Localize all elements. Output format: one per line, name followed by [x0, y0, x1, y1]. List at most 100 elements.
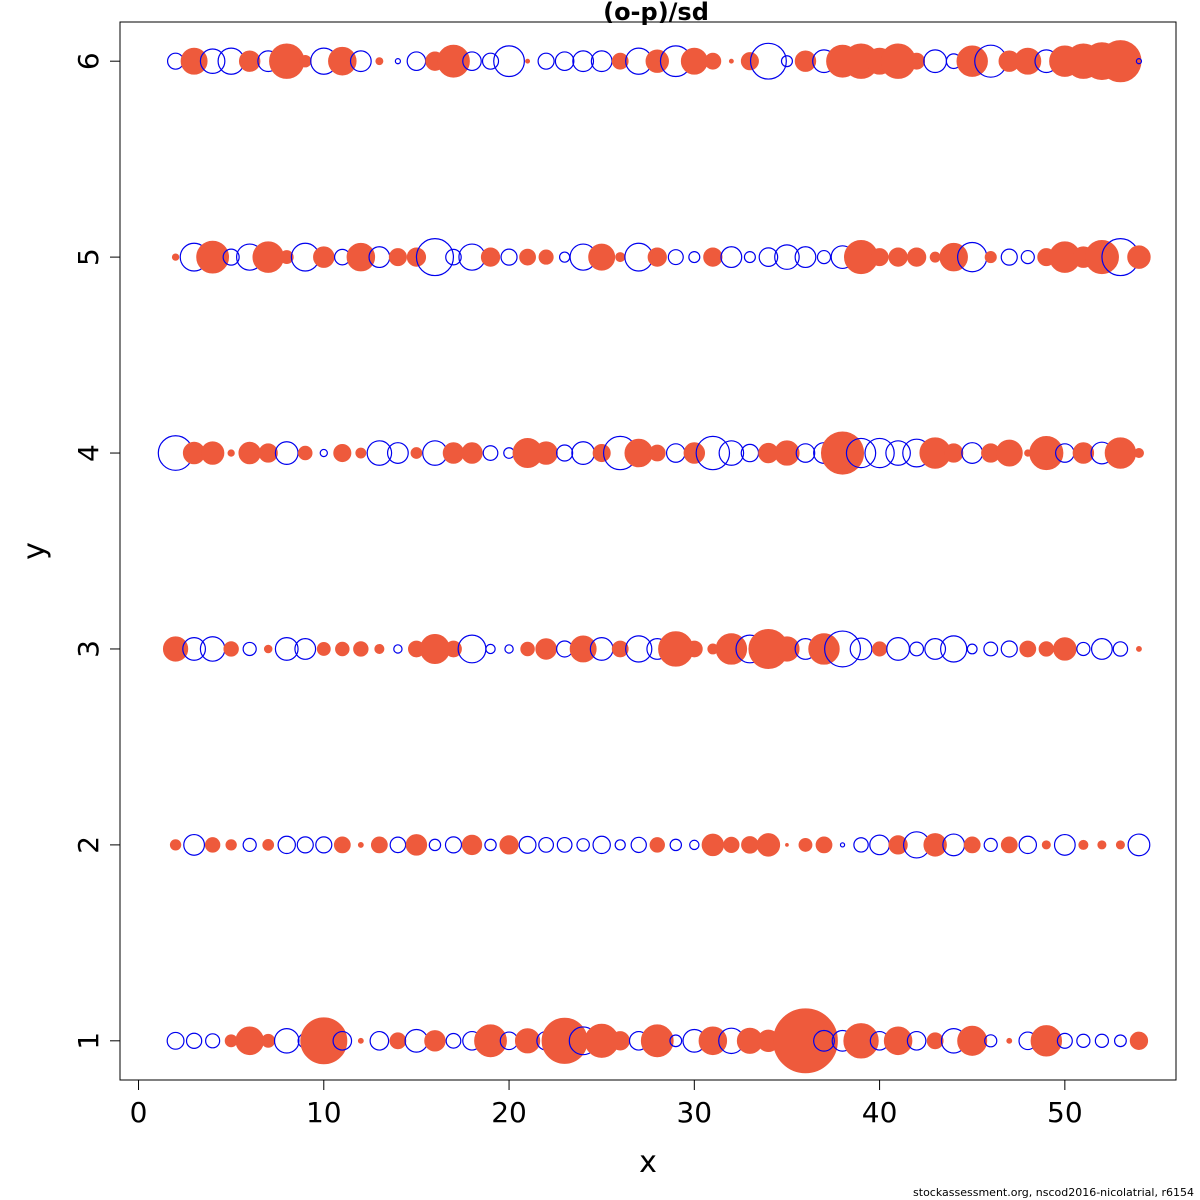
bubble-negative — [349, 50, 372, 73]
bubble-positive — [939, 242, 968, 272]
bubble-positive — [316, 642, 331, 656]
bubble-negative — [923, 49, 948, 74]
bubble-positive — [569, 635, 597, 663]
bubble-positive — [258, 443, 278, 463]
bubble-negative — [319, 448, 328, 458]
bubble-negative — [493, 45, 525, 78]
bubble-positive — [262, 839, 275, 851]
bubble-positive — [335, 641, 350, 657]
bubble-positive — [389, 1032, 407, 1050]
bubble-positive — [333, 443, 352, 463]
bubble-positive — [461, 442, 483, 464]
bubble-positive — [870, 248, 889, 267]
bubble-negative — [199, 636, 226, 662]
y-tick-label: 1 — [72, 1032, 105, 1050]
bubble-positive — [261, 1033, 276, 1048]
bubble-positive — [888, 247, 908, 267]
bubble-positive — [1133, 448, 1144, 459]
y-tick-label: 3 — [72, 640, 105, 658]
bubble-positive — [1127, 245, 1151, 269]
bubble-negative — [749, 42, 787, 80]
bubble-positive — [374, 643, 385, 654]
bubble-positive — [984, 251, 997, 264]
bubble-positive — [180, 47, 208, 75]
x-tick-label: 20 — [491, 1096, 527, 1129]
bubble-positive — [520, 641, 535, 657]
bubble-positive — [611, 640, 629, 658]
bubble-negative — [667, 249, 684, 266]
bubble-layer — [157, 40, 1151, 1074]
bubble-negative — [332, 1030, 353, 1051]
bubble-negative — [1094, 1033, 1110, 1048]
bubble-positive — [929, 251, 941, 263]
bubble-negative — [689, 839, 700, 851]
bubble-negative — [688, 251, 701, 264]
bubble-positive — [461, 834, 483, 856]
bubble-positive — [269, 43, 305, 79]
bubble-positive — [610, 1031, 630, 1051]
bubble-negative — [558, 251, 571, 263]
bubble-positive — [1129, 1031, 1149, 1050]
bubble-positive — [1014, 47, 1042, 75]
bubble-positive — [624, 438, 653, 468]
bubble-negative — [630, 836, 647, 854]
bubble-negative — [1000, 640, 1018, 658]
bubble-positive — [756, 833, 781, 857]
bubble-negative — [386, 442, 409, 464]
bubble-positive — [611, 52, 629, 70]
x-axis: 0 10 20 30 40 50 — [130, 1079, 1083, 1129]
bubble-negative — [369, 1030, 390, 1051]
bubble-positive — [162, 636, 189, 662]
bubble-negative — [1018, 835, 1038, 855]
bubble-negative — [482, 445, 499, 461]
bubble-positive — [1115, 840, 1125, 850]
bubble-positive — [424, 1030, 446, 1052]
bubble-positive — [1000, 836, 1018, 854]
bubble-positive — [514, 1028, 541, 1054]
bubble-positive — [798, 837, 813, 852]
bubble-negative — [966, 643, 978, 655]
bubble-positive — [785, 843, 789, 847]
bubble-negative — [864, 437, 895, 469]
bubble-positive — [645, 49, 669, 73]
bubble-positive — [728, 58, 734, 64]
bubble-negative — [274, 637, 299, 661]
bubble-positive — [171, 253, 180, 261]
bubble-negative — [538, 836, 555, 853]
bubble-negative — [869, 834, 890, 856]
bubble-negative — [576, 838, 590, 852]
bubble-negative — [485, 643, 496, 655]
bubble-positive — [204, 837, 221, 853]
bubble-negative — [445, 1032, 462, 1049]
bubble-positive — [773, 1008, 838, 1074]
bubble-positive — [843, 1023, 879, 1059]
bubble-negative — [940, 635, 968, 663]
bubble-negative — [614, 839, 626, 851]
bubble-negative — [277, 835, 296, 855]
y-tick-label: 4 — [72, 444, 105, 462]
bubble-positive — [227, 449, 235, 457]
bubble-negative — [625, 635, 653, 663]
bubble-positive — [299, 54, 312, 68]
bubble-negative — [389, 836, 407, 854]
bubble-negative — [743, 251, 756, 264]
bubble-negative — [274, 441, 299, 465]
bubble-positive — [1136, 646, 1142, 652]
y-tick-label: 2 — [72, 836, 105, 854]
bubble-positive — [252, 241, 284, 273]
bubble-negative — [571, 441, 596, 465]
bubble-negative — [984, 1034, 998, 1048]
bubble-negative — [795, 443, 816, 463]
bubble-positive — [357, 841, 364, 848]
bubble-positive — [944, 443, 964, 463]
bubble-negative — [1056, 1032, 1073, 1049]
bubble-positive — [445, 640, 462, 658]
bubble-negative — [813, 1029, 835, 1052]
bubble-positive — [704, 52, 722, 70]
bubble-negative — [315, 836, 333, 854]
bubble-negative — [242, 837, 257, 853]
bubble-negative — [669, 838, 683, 852]
bubble-positive — [592, 443, 611, 463]
bubble-positive — [888, 835, 908, 855]
bubble-negative — [839, 842, 846, 848]
